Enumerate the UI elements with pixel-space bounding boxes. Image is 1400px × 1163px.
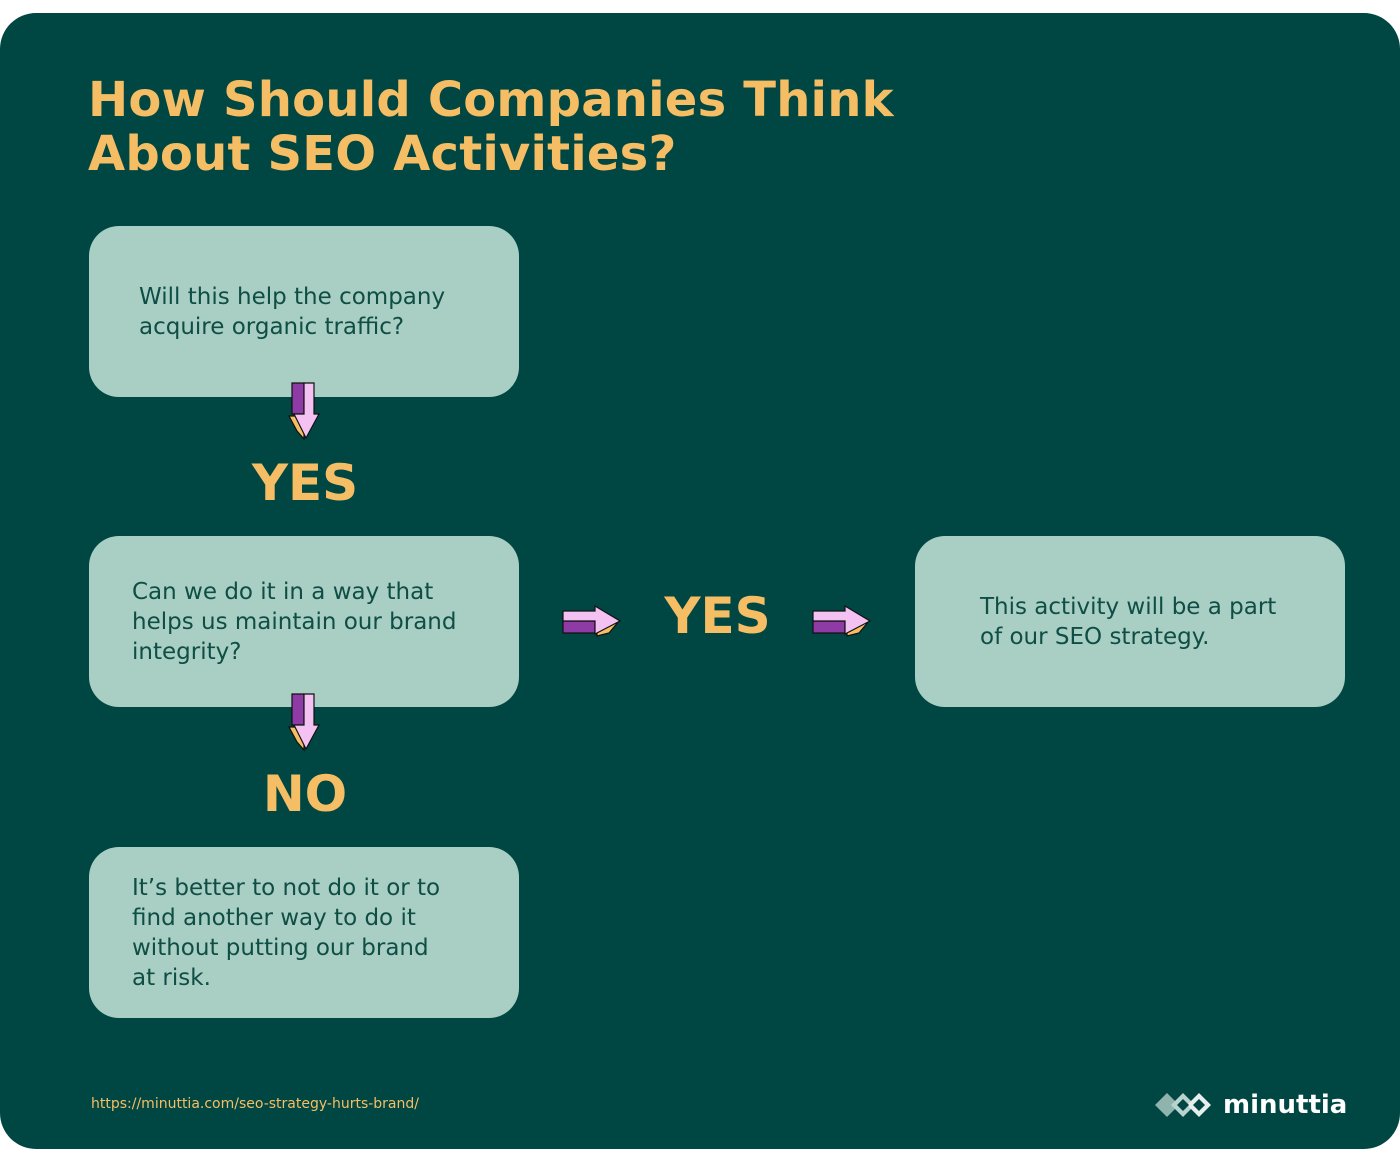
source-url: https://minuttia.com/seo-strategy-hurts-… — [91, 1096, 419, 1112]
title-line-1: How Should Companies Think — [88, 72, 894, 128]
minuttia-logo-icon — [1155, 1093, 1211, 1117]
brand-name: minuttia — [1223, 1090, 1348, 1120]
answer-no-label: NO — [262, 765, 348, 823]
answer-yes-label-2: YES — [664, 587, 771, 645]
outcome-box-avoid: It’s better to not do it or to find anot… — [89, 847, 519, 1018]
arrow-down-icon — [288, 382, 321, 441]
answer-yes-label-1: YES — [251, 454, 359, 512]
outcome-text-part-of-strategy: This activity will be a part of our SEO … — [980, 593, 1277, 650]
arrow-down-icon — [288, 693, 321, 752]
brand-logo: minuttia — [1153, 1088, 1347, 1122]
outcome-box-part-of-strategy: This activity will be a part of our SEO … — [915, 536, 1345, 707]
outcome-text-avoid: It’s better to not do it or to find anot… — [132, 874, 441, 991]
question-text-organic-traffic: Will this help the company acquire organ… — [139, 283, 446, 340]
title-line-2: About SEO Activities? — [88, 126, 677, 182]
question-box-brand-integrity: Can we do it in a way that helps us main… — [89, 536, 519, 707]
question-text-brand-integrity: Can we do it in a way that helps us main… — [132, 578, 457, 665]
arrow-right-icon — [562, 604, 622, 637]
arrow-right-icon — [812, 604, 872, 637]
question-box-organic-traffic: Will this help the company acquire organ… — [89, 226, 519, 397]
infographic-card: How Should Companies Think About SEO Act… — [0, 13, 1400, 1149]
page-title: How Should Companies Think About SEO Act… — [88, 73, 988, 181]
